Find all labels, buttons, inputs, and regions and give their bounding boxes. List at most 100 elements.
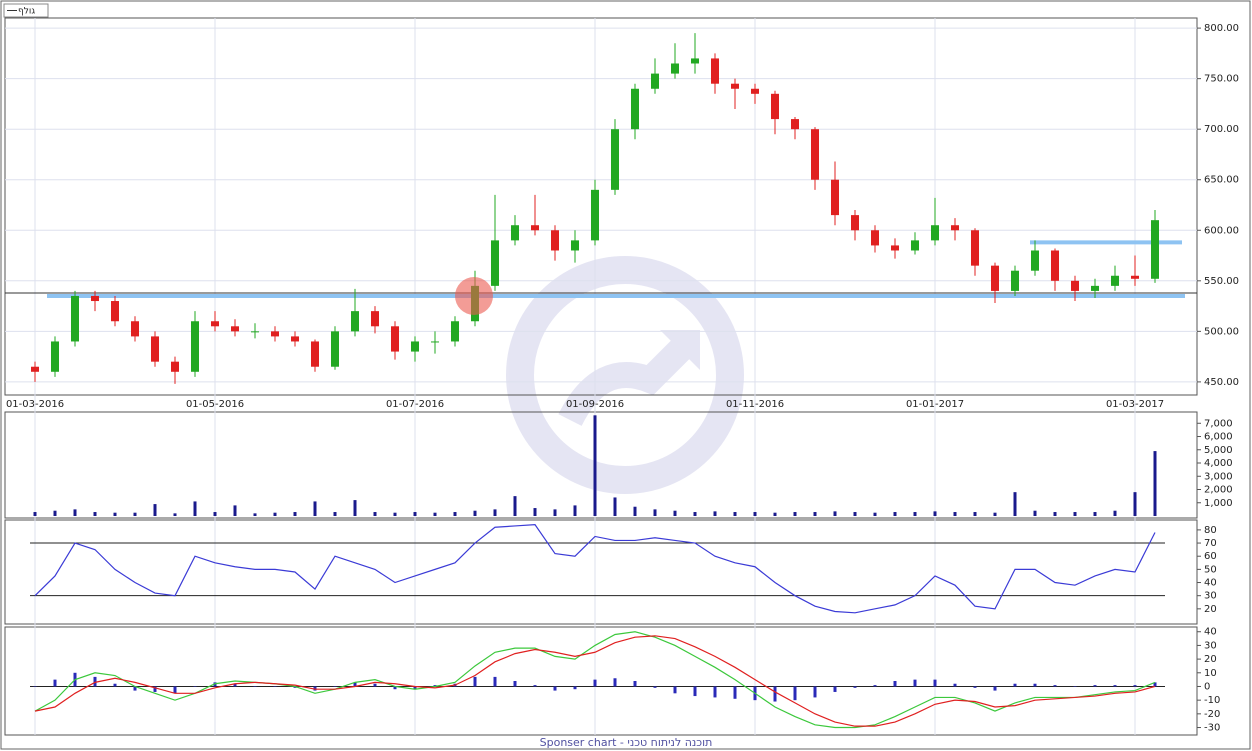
candle-body bbox=[631, 88, 639, 130]
rsi-line bbox=[34, 524, 1156, 614]
macd-histogram-bar bbox=[933, 679, 937, 687]
candle-body bbox=[1091, 285, 1099, 291]
volume-bar bbox=[333, 512, 337, 516]
y-tick-label: -20 bbox=[1204, 709, 1220, 720]
volume-bar bbox=[1153, 451, 1157, 516]
y-tick-label: 60 bbox=[1204, 551, 1217, 562]
candle-body bbox=[971, 230, 979, 266]
macd-histogram-bar bbox=[1013, 683, 1017, 687]
candle-body bbox=[1111, 275, 1119, 286]
candle-body bbox=[491, 240, 499, 286]
y-tick-label: 800.00 bbox=[1204, 23, 1239, 34]
candle-body bbox=[571, 240, 579, 251]
candle-body bbox=[931, 225, 939, 241]
candle-body bbox=[831, 179, 839, 216]
y-tick-label: 10 bbox=[1204, 668, 1217, 679]
volume-bar bbox=[73, 509, 77, 516]
candle-body bbox=[351, 311, 359, 332]
macd-histogram-bar bbox=[433, 685, 437, 687]
macd-histogram-bar bbox=[693, 686, 697, 697]
y-tick-label: 6,000 bbox=[1204, 432, 1233, 443]
y-tick-label: 750.00 bbox=[1204, 74, 1239, 85]
footer: Sponser chart - תוכנה לניתוח טכני bbox=[540, 736, 713, 749]
candle-body bbox=[791, 119, 799, 130]
macd-histogram-bar bbox=[513, 681, 517, 687]
macd-histogram-bar bbox=[193, 686, 197, 687]
y-tick-label: 700.00 bbox=[1204, 124, 1239, 135]
volume-bar bbox=[673, 510, 677, 516]
candle-body bbox=[211, 321, 219, 327]
candle-body bbox=[851, 215, 859, 231]
volume-bar bbox=[873, 512, 877, 516]
candle-body bbox=[251, 331, 259, 333]
macd-histogram-bar bbox=[393, 686, 397, 690]
volume-bar bbox=[1133, 492, 1137, 516]
candle-body bbox=[1151, 220, 1159, 279]
candle-body bbox=[371, 311, 379, 327]
candle-body bbox=[31, 366, 39, 372]
volume-bar bbox=[653, 509, 657, 516]
candle-body bbox=[71, 295, 79, 342]
x-tick-label: 01-03-2017 bbox=[1106, 399, 1164, 410]
candle-body bbox=[691, 58, 699, 64]
candle-body bbox=[811, 129, 819, 180]
volume-bar bbox=[513, 496, 517, 516]
volume-bar bbox=[1053, 512, 1057, 516]
volume-bar bbox=[473, 510, 477, 516]
macd-histogram-bar bbox=[1053, 685, 1057, 687]
candle-body bbox=[231, 326, 239, 332]
volume-bar bbox=[233, 505, 237, 516]
candle-body bbox=[1031, 250, 1039, 271]
macd-histogram-bar bbox=[213, 682, 217, 687]
volume-bar bbox=[93, 512, 97, 516]
volume-bar bbox=[393, 512, 397, 516]
volume-bar bbox=[273, 512, 277, 516]
macd-histogram-bar bbox=[333, 686, 337, 687]
volume-bar bbox=[493, 509, 497, 516]
candle-body bbox=[551, 230, 559, 251]
y-tick-label: 7,000 bbox=[1204, 418, 1233, 429]
volume-bar bbox=[353, 500, 357, 516]
macd-histogram-bar bbox=[773, 686, 777, 702]
volume-bar bbox=[713, 511, 717, 516]
y-tick-label: 20 bbox=[1204, 654, 1217, 665]
volume-bar bbox=[1073, 512, 1077, 516]
candle-body bbox=[271, 331, 279, 337]
macd-histogram-bar bbox=[853, 686, 857, 688]
volume-bar bbox=[433, 512, 437, 516]
macd-histogram-bar bbox=[873, 685, 877, 687]
legend-box[interactable] bbox=[3, 3, 49, 18]
macd-histogram-bar bbox=[633, 681, 637, 687]
volume-bar bbox=[913, 512, 917, 516]
volume-bar bbox=[173, 513, 177, 516]
volume-bar bbox=[773, 512, 777, 516]
candle-body bbox=[951, 225, 959, 231]
macd-histogram-bar bbox=[1113, 685, 1117, 687]
volume-bar bbox=[813, 512, 817, 516]
y-tick-label: 20 bbox=[1204, 604, 1217, 615]
macd-histogram-bar bbox=[573, 686, 577, 690]
macd-histogram-bar bbox=[593, 679, 597, 687]
y-tick-label: 80 bbox=[1204, 525, 1217, 536]
macd-histogram-bar bbox=[293, 686, 297, 688]
macd-histogram-bar bbox=[473, 676, 477, 687]
volume-bar bbox=[453, 512, 457, 516]
volume-bar bbox=[253, 513, 257, 516]
volume-bar bbox=[1093, 512, 1097, 516]
candle-body bbox=[611, 129, 619, 190]
y-tick-label: 500.00 bbox=[1204, 326, 1239, 337]
macd-histogram-bar bbox=[833, 686, 837, 692]
macd-histogram-bar bbox=[1093, 685, 1097, 687]
volume-bar bbox=[593, 415, 597, 516]
macd-histogram-bar bbox=[973, 686, 977, 688]
candle-body bbox=[1131, 275, 1139, 279]
macd-histogram-bar bbox=[913, 679, 917, 687]
candle-body bbox=[891, 245, 899, 251]
macd-histogram-bar bbox=[153, 686, 157, 692]
macd-histogram-bar bbox=[1073, 686, 1077, 687]
candle-body bbox=[91, 295, 99, 302]
watermark bbox=[506, 256, 744, 494]
macd-histogram-bar bbox=[893, 681, 897, 687]
candle-body bbox=[391, 326, 399, 352]
x-tick-label: 01-07-2016 bbox=[386, 399, 444, 410]
